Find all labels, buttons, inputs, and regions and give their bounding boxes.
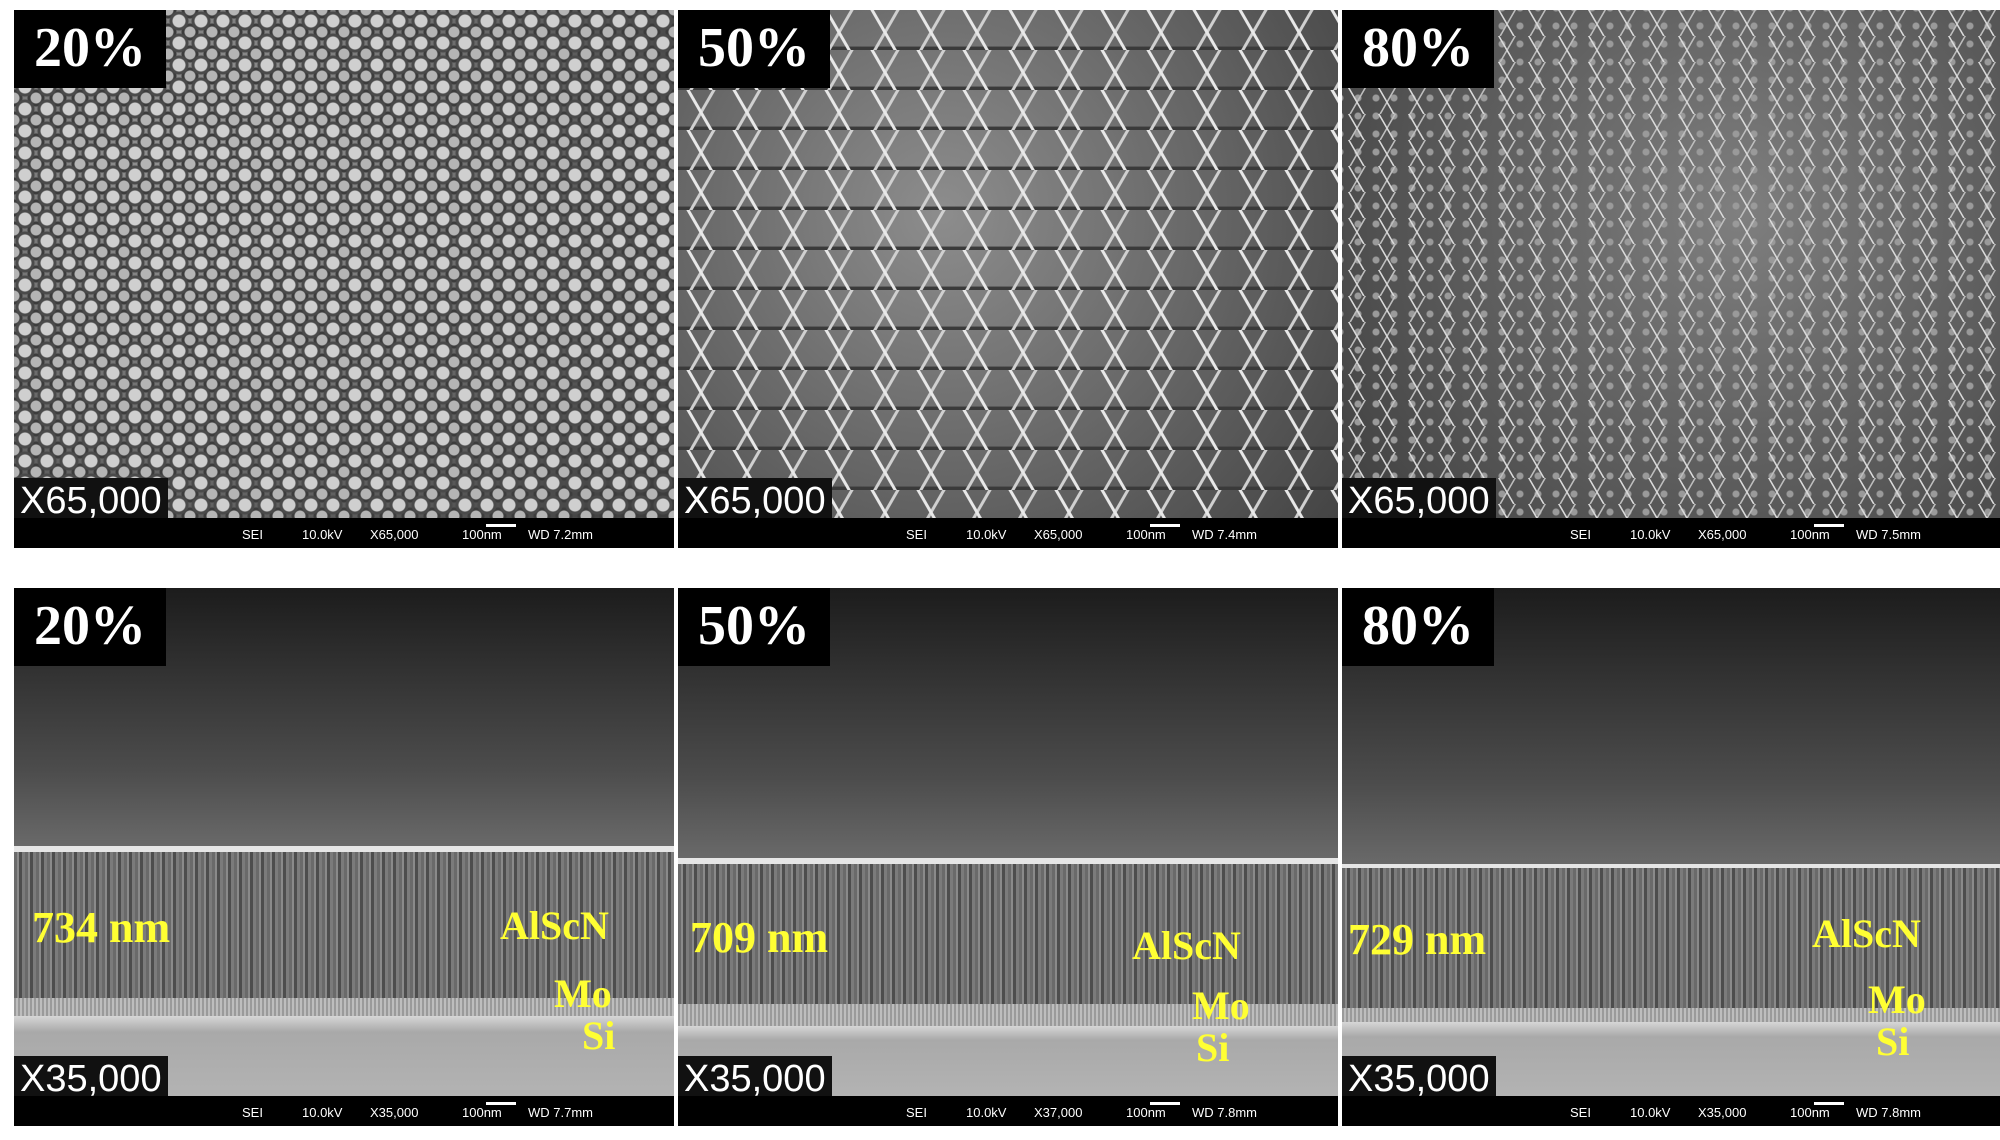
- sem-surface-panel-80: 80% X65,000 SEI 10.0kV X65,000 100nm WD …: [1342, 10, 2000, 548]
- scandium-percent-label: 80%: [1342, 10, 1494, 88]
- si-layer-label: Si: [1876, 1019, 1910, 1064]
- working-distance-label: WD 7.4mm: [1192, 527, 1257, 542]
- working-distance-label: WD 7.8mm: [1856, 1105, 1921, 1120]
- working-distance-label: WD 7.8mm: [1192, 1105, 1257, 1120]
- thickness-label: 709 nm: [690, 913, 829, 962]
- si-layer-label: Si: [1196, 1025, 1230, 1070]
- working-distance-label: WD 7.2mm: [528, 527, 593, 542]
- voltage-label: 10.0kV: [302, 1105, 343, 1120]
- scale-label: 100nm: [1126, 527, 1166, 542]
- scandium-percent-label: 50%: [678, 10, 830, 88]
- scale-label: 100nm: [1790, 527, 1830, 542]
- voltage-label: 10.0kV: [1630, 1105, 1671, 1120]
- magnification-overlay: X65,000: [678, 478, 832, 522]
- sem-surface-image: [678, 10, 1338, 518]
- detector-label: SEI: [1570, 1105, 1591, 1120]
- sem-info-bar: SEI 10.0kV X65,000 100nm WD 7.5mm: [1342, 518, 2000, 548]
- magnification-overlay: X35,000: [678, 1056, 832, 1100]
- si-layer-label: Si: [582, 1013, 616, 1058]
- mo-layer-label: Mo: [1868, 977, 1926, 1022]
- sem-info-bar: SEI 10.0kV X35,000 100nm WD 7.8mm: [1342, 1096, 2000, 1126]
- alscn-layer-label: AlScN: [1132, 923, 1241, 968]
- scale-label: 100nm: [462, 1105, 502, 1120]
- scale-label: 100nm: [1790, 1105, 1830, 1120]
- scandium-percent-label: 80%: [1342, 588, 1494, 666]
- sem-info-bar: SEI 10.0kV X65,000 100nm WD 7.2mm: [14, 518, 674, 548]
- mo-layer-label: Mo: [554, 971, 612, 1016]
- scale-bar: [1814, 1102, 1844, 1105]
- scandium-percent-label: 20%: [14, 10, 166, 88]
- magnification-label: X65,000: [370, 527, 419, 542]
- magnification-overlay: X35,000: [1342, 1056, 1496, 1100]
- voltage-label: 10.0kV: [302, 527, 343, 542]
- sem-info-bar: SEI 10.0kV X65,000 100nm WD 7.4mm: [678, 518, 1338, 548]
- detector-label: SEI: [1570, 527, 1591, 542]
- magnification-label: X35,000: [370, 1105, 419, 1120]
- alscn-layer-label: AlScN: [1812, 911, 1921, 956]
- scale-label: 100nm: [462, 527, 502, 542]
- working-distance-label: WD 7.7mm: [528, 1105, 593, 1120]
- scale-bar: [1814, 524, 1844, 527]
- voltage-label: 10.0kV: [966, 1105, 1007, 1120]
- magnification-label: X37,000: [1034, 1105, 1083, 1120]
- sem-cross-section-image: [678, 588, 1338, 1096]
- scandium-percent-label: 50%: [678, 588, 830, 666]
- sem-info-bar: SEI 10.0kV X37,000 100nm WD 7.8mm: [678, 1096, 1338, 1126]
- mo-layer-label: Mo: [1192, 983, 1250, 1028]
- detector-label: SEI: [906, 1105, 927, 1120]
- sem-surface-panel-50: 50% X65,000 SEI 10.0kV X65,000 100nm WD …: [678, 10, 1338, 548]
- magnification-label: X35,000: [1698, 1105, 1747, 1120]
- detector-label: SEI: [242, 1105, 263, 1120]
- scandium-percent-label: 20%: [14, 588, 166, 666]
- voltage-label: 10.0kV: [1630, 527, 1671, 542]
- sem-surface-image: [1342, 10, 2000, 518]
- scale-bar: [486, 524, 516, 527]
- sem-info-bar: SEI 10.0kV X35,000 100nm WD 7.7mm: [14, 1096, 674, 1126]
- sem-surface-image: [14, 10, 674, 518]
- scale-bar: [486, 1102, 516, 1105]
- sem-cross-section-panel-80: 80% 729 nm AlScN Mo Si X35,000 SEI 10.0k…: [1342, 588, 2000, 1126]
- detector-label: SEI: [242, 527, 263, 542]
- scale-bar: [1150, 524, 1180, 527]
- detector-label: SEI: [906, 527, 927, 542]
- sem-cross-section-panel-20: 20% 734 nm AlScN Mo Si X35,000 SEI 10.0k…: [14, 588, 674, 1126]
- voltage-label: 10.0kV: [966, 527, 1007, 542]
- magnification-label: X65,000: [1034, 527, 1083, 542]
- sem-cross-section-panel-50: 50% 709 nm AlScN Mo Si X35,000 SEI 10.0k…: [678, 588, 1338, 1126]
- magnification-overlay: X65,000: [1342, 478, 1496, 522]
- working-distance-label: WD 7.5mm: [1856, 527, 1921, 542]
- scale-label: 100nm: [1126, 1105, 1166, 1120]
- sem-surface-panel-20: 20% X65,000 SEI 10.0kV X65,000 100nm WD …: [14, 10, 674, 548]
- magnification-label: X65,000: [1698, 527, 1747, 542]
- magnification-overlay: X35,000: [14, 1056, 168, 1100]
- scale-bar: [1150, 1102, 1180, 1105]
- magnification-overlay: X65,000: [14, 478, 168, 522]
- thickness-label: 734 nm: [32, 903, 171, 952]
- thickness-label: 729 nm: [1348, 915, 1487, 964]
- alscn-layer-label: AlScN: [500, 903, 609, 948]
